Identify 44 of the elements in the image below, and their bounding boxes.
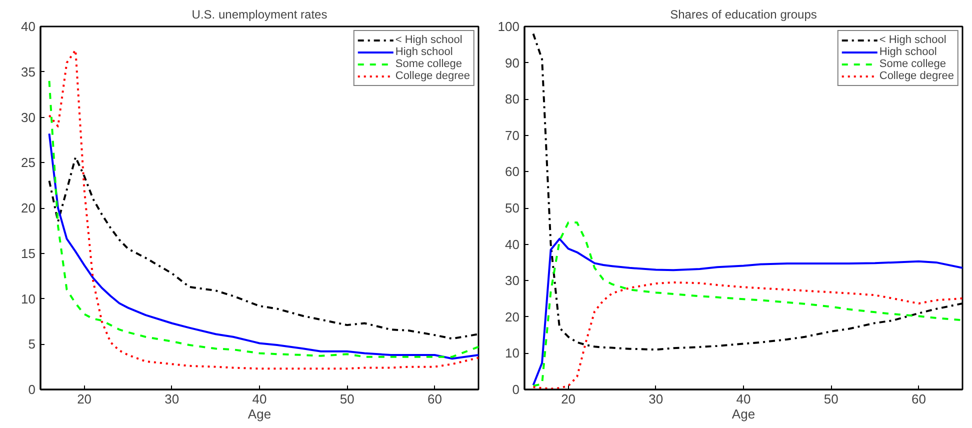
- y-tick-label: 25: [21, 155, 36, 170]
- legend-label: < High school: [879, 34, 946, 46]
- x-axis-title: Age: [248, 406, 272, 422]
- y-tick-label: 10: [505, 346, 520, 361]
- y-tick-label: 40: [21, 19, 36, 34]
- x-tick-label: 20: [561, 392, 576, 406]
- y-tick-label: 30: [21, 110, 36, 125]
- legend-label: College degree: [395, 70, 470, 82]
- legend-label: < High school: [395, 34, 462, 46]
- y-tick-label: 50: [505, 200, 520, 216]
- x-tick-label: 40: [252, 392, 267, 406]
- y-tick-label: 0: [28, 382, 36, 397]
- y-tick-label: 100: [498, 19, 520, 34]
- legend-label: Some college: [879, 58, 946, 70]
- x-tick-label: 30: [164, 392, 180, 406]
- legend-label: College degree: [879, 70, 954, 82]
- y-tick-label: 20: [505, 309, 520, 324]
- y-tick-label: 35: [21, 64, 36, 80]
- line-series: [48, 132, 478, 360]
- y-tick-label: 15: [21, 246, 36, 261]
- x-tick-label: 50: [824, 392, 838, 406]
- y-tick-label: 10: [21, 291, 36, 306]
- y-tick-label: 90: [505, 55, 520, 70]
- y-tick-label: 70: [505, 128, 520, 143]
- y-tick-label: 0: [512, 382, 520, 397]
- y-tick-label: 60: [505, 164, 520, 180]
- x-tick-label: 40: [736, 392, 751, 406]
- chart-title: Shares of education groups: [670, 8, 817, 22]
- y-tick-label: 30: [505, 273, 520, 288]
- x-tick-label: 50: [340, 392, 354, 406]
- y-tick-label: 80: [505, 92, 520, 107]
- y-tick-label: 5: [28, 336, 36, 352]
- x-tick-label: 20: [77, 392, 92, 406]
- x-axis-title: Age: [732, 406, 756, 422]
- x-tick-label: 60: [911, 392, 926, 406]
- x-tick-label: 30: [648, 392, 664, 406]
- legend-label: Some college: [395, 58, 462, 70]
- legend-label: High school: [395, 46, 453, 58]
- chart-title: U.S. unemployment rates: [192, 8, 328, 22]
- y-tick-label: 40: [505, 236, 520, 252]
- legend-label: High school: [879, 46, 937, 58]
- line-series: [532, 281, 962, 390]
- x-tick-label: 60: [427, 392, 442, 406]
- y-tick-label: 20: [21, 200, 36, 216]
